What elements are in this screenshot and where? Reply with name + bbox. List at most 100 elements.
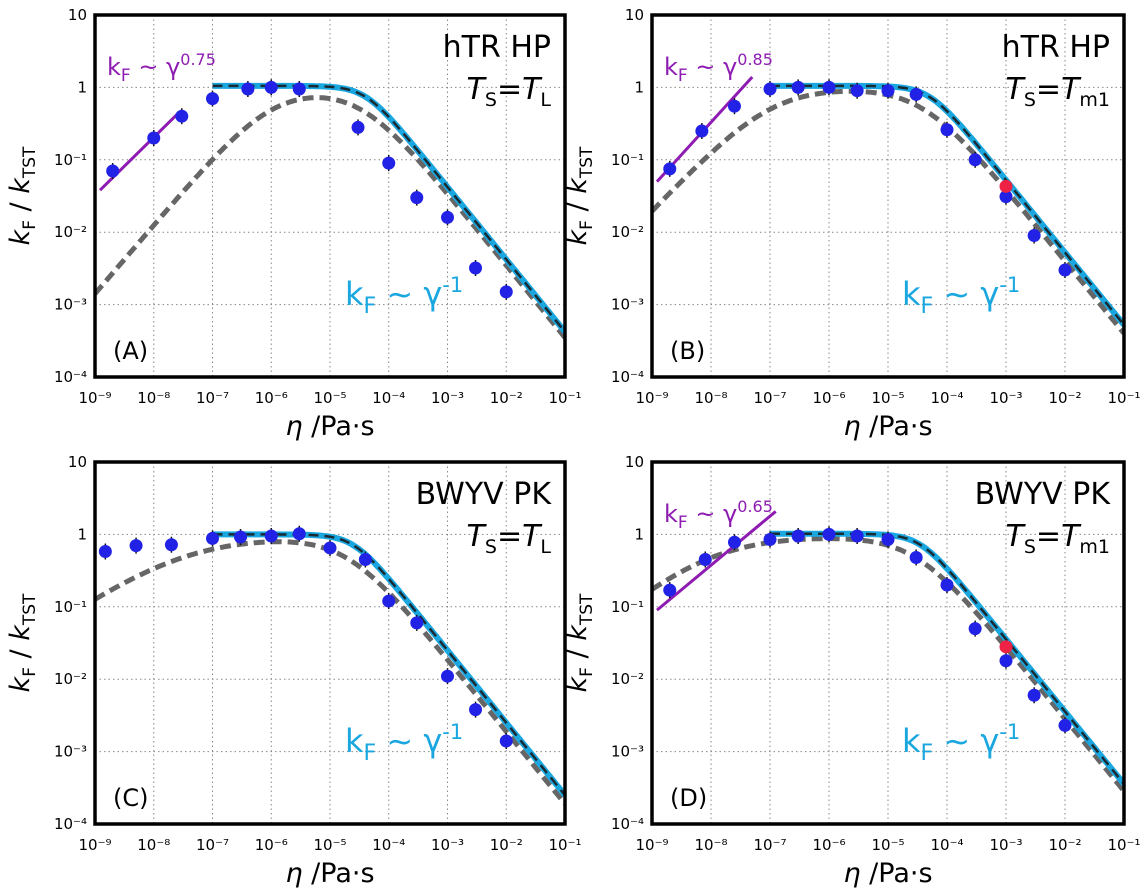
data-point: [106, 164, 120, 178]
data-point-red: [999, 179, 1013, 193]
data-point: [822, 80, 836, 94]
panel-3: 10⁻⁹ 10⁻⁸ 10⁻⁷ 10⁻⁶ 10⁻⁵ 10⁻⁴ 10⁻³ 10⁻² 10⁻¹ 10⁻⁴…: [562, 453, 1141, 889]
x-tick-label: 10⁻⁴: [372, 389, 405, 407]
theory-dashed-curve: [95, 95, 565, 340]
y-tick-label: 10⁻¹: [54, 151, 87, 169]
data-point: [98, 545, 112, 559]
x-tick-label: 10⁻⁹: [635, 389, 668, 407]
x-tick-label: 10⁻⁸: [694, 389, 727, 407]
x-tick-label: 10⁻⁸: [137, 389, 170, 407]
y-tick-label: 10: [68, 6, 87, 24]
x-tick-label: 10⁻¹: [548, 836, 581, 854]
x-tick-label: 10⁻⁸: [694, 836, 727, 854]
data-point: [241, 82, 255, 96]
power-law-low-line: [98, 113, 179, 192]
y-tick-label: 10: [625, 6, 644, 24]
data-point: [881, 533, 895, 547]
x-tick-label: 10⁻⁷: [196, 836, 229, 854]
data-point: [129, 539, 143, 553]
data-point: [206, 92, 219, 106]
y-tick-label: 10⁻¹: [611, 151, 644, 169]
data-point: [1058, 718, 1072, 732]
data-point: [940, 578, 954, 592]
power-law-low-label: kF ~ γ0.75: [107, 50, 216, 86]
y-tick-label: 1: [77, 525, 87, 543]
x-tick-label: 10⁻¹: [1107, 389, 1140, 407]
x-axis-label: η /Pa·s: [285, 411, 374, 442]
data-point: [264, 529, 278, 543]
data-point: [206, 531, 219, 545]
plot-frame: [650, 13, 1126, 379]
system-label: hTR HP: [1002, 30, 1110, 65]
panel-label: (C): [113, 784, 148, 812]
temperature-label: TS=TL: [467, 519, 552, 558]
x-tick-label: 10⁻⁹: [78, 389, 111, 407]
y-tick-label: 10⁻¹: [611, 598, 644, 616]
x-tick-label: 10⁻¹: [548, 389, 581, 407]
x-tick-label: 10⁻⁴: [930, 836, 963, 854]
x-tick-label: 10⁻⁵: [871, 836, 904, 854]
data-point: [175, 109, 189, 123]
data-point: [1027, 688, 1041, 702]
x-tick-label: 10⁻²: [1048, 389, 1081, 407]
x-tick-label: 10⁻⁴: [930, 389, 963, 407]
data-point: [1058, 263, 1072, 277]
data-point: [763, 82, 777, 96]
data-point: [909, 550, 923, 564]
panel-label: (D): [670, 784, 707, 812]
y-tick-label: 10⁻⁴: [611, 368, 644, 386]
data-point: [234, 530, 248, 544]
x-tick-label: 10⁻²: [490, 836, 523, 854]
x-tick-label: 10⁻³: [989, 836, 1022, 854]
data-point: [499, 285, 513, 299]
kramers-fit-overlay: [770, 532, 1124, 785]
y-tick-label: 10⁻⁴: [54, 815, 87, 833]
data-point: [850, 84, 864, 98]
plot-frame: [93, 13, 567, 379]
data-point: [292, 527, 306, 541]
temperature-label: TS=Tm1: [1006, 519, 1110, 558]
y-tick-label: 10⁻³: [54, 743, 87, 761]
x-tick-label: 10⁻¹: [1107, 836, 1140, 854]
x-axis-label: η /Pa·s: [843, 411, 932, 442]
x-tick-label: 10⁻⁷: [753, 836, 786, 854]
x-tick-label: 10⁻⁶: [812, 389, 845, 407]
data-point: [410, 616, 424, 630]
data-point: [292, 82, 306, 96]
y-axis-label: kF / kTST: [5, 593, 40, 693]
power-law-high-label: kF ~ γ-1: [345, 273, 463, 319]
data-point: [968, 153, 982, 167]
data-point: [698, 553, 712, 567]
x-tick-label: 10⁻⁶: [255, 389, 288, 407]
y-tick-label: 10⁻³: [54, 296, 87, 314]
data-point: [441, 210, 454, 224]
y-axis-label: kF / kTST: [562, 146, 597, 246]
y-tick-label: 10⁻²: [611, 223, 644, 241]
kramers-fit-overlay: [770, 84, 1124, 326]
y-tick-label: 10⁻³: [611, 743, 644, 761]
x-tick-label: 10⁻⁶: [255, 836, 288, 854]
power-law-high-label: kF ~ γ-1: [902, 720, 1020, 766]
data-point: [909, 87, 923, 101]
x-tick-label: 10⁻³: [431, 389, 464, 407]
x-axis-label: η /Pa·s: [843, 858, 932, 889]
data-point: [791, 80, 805, 94]
y-axis-label: kF / kTST: [5, 146, 40, 246]
system-label: hTR HP: [443, 30, 551, 65]
y-axis-label: kF / kTST: [562, 593, 597, 693]
data-point: [940, 123, 954, 137]
y-tick-label: 10⁻⁴: [54, 368, 87, 386]
y-tick-label: 10⁻²: [54, 670, 87, 688]
data-point: [763, 533, 777, 547]
x-tick-label: 10⁻²: [1048, 836, 1081, 854]
data-point: [727, 535, 741, 549]
data-point-red: [999, 640, 1013, 654]
data-point: [822, 527, 836, 541]
data-point: [791, 529, 805, 543]
data-point: [663, 162, 677, 176]
panel-0: 10⁻⁹ 10⁻⁸ 10⁻⁷ 10⁻⁶ 10⁻⁵ 10⁻⁴ 10⁻³ 10⁻² 10⁻¹ 10⁻⁴…: [5, 6, 582, 442]
system-label: BWYV PK: [975, 477, 1112, 512]
data-point: [358, 553, 372, 567]
data-point: [499, 734, 513, 748]
